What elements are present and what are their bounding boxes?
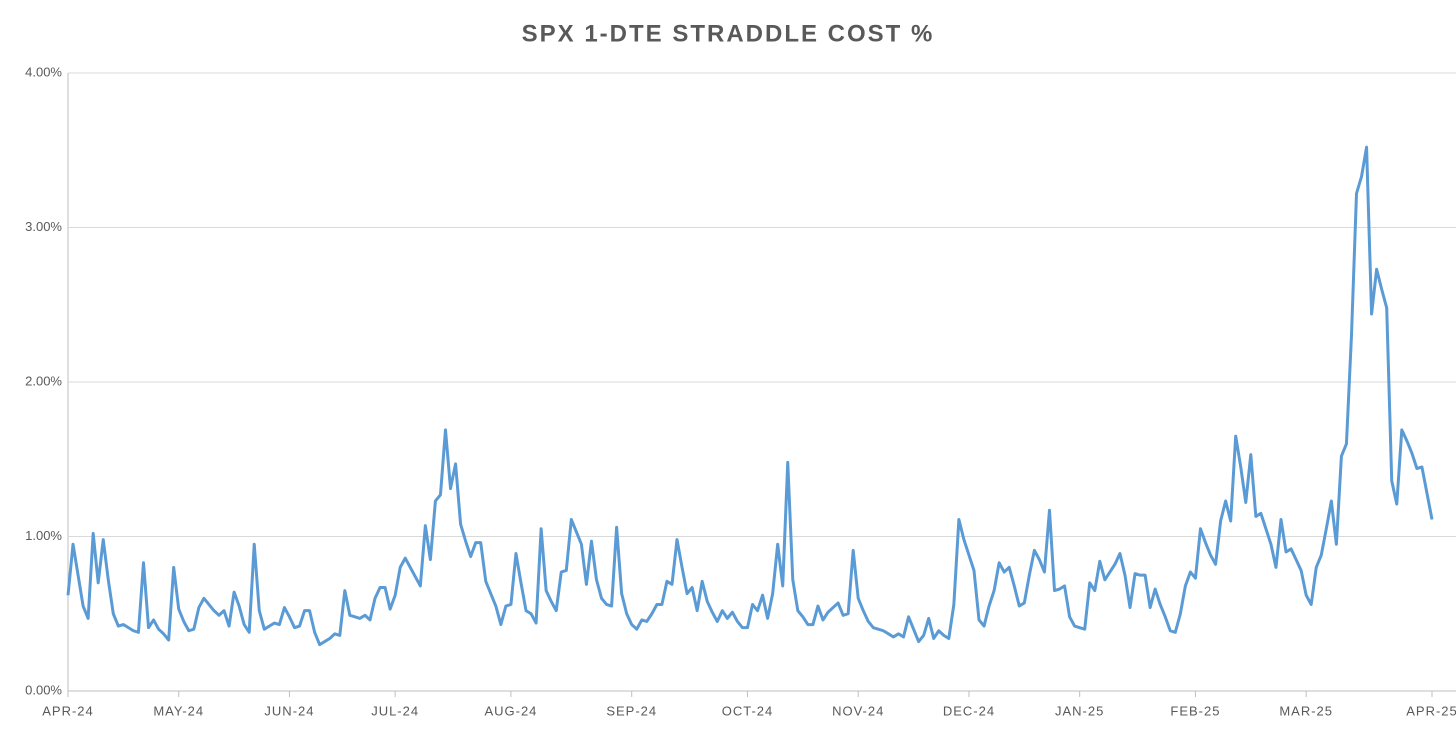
y-tick-label: 0.00% bbox=[25, 682, 62, 697]
x-tick-label: OCT-24 bbox=[722, 703, 774, 718]
y-tick-label: 3.00% bbox=[25, 219, 62, 234]
y-tick-label: 1.00% bbox=[25, 528, 62, 543]
chart-title: SPX 1-DTE STRADDLE COST % bbox=[522, 20, 935, 47]
x-tick-label: JUL-24 bbox=[371, 703, 419, 718]
y-tick-label: 4.00% bbox=[25, 64, 62, 79]
x-tick-label: MAY-24 bbox=[153, 703, 204, 718]
y-tick-label: 2.00% bbox=[25, 373, 62, 388]
x-tick-label: DEC-24 bbox=[943, 703, 995, 718]
x-tick-label: APR-24 bbox=[42, 703, 94, 718]
x-tick-label: NOV-24 bbox=[832, 703, 884, 718]
x-tick-label: MAR-25 bbox=[1279, 703, 1333, 718]
x-tick-label: JUN-24 bbox=[264, 703, 314, 718]
x-tick-label: APR-25 bbox=[1406, 703, 1456, 718]
line-series bbox=[66, 145, 1434, 647]
x-tick-label: SEP-24 bbox=[606, 703, 657, 718]
x-tick-label: JAN-25 bbox=[1055, 703, 1104, 718]
x-tick-label: FEB-25 bbox=[1170, 703, 1220, 718]
x-tick-label: AUG-24 bbox=[484, 703, 537, 718]
